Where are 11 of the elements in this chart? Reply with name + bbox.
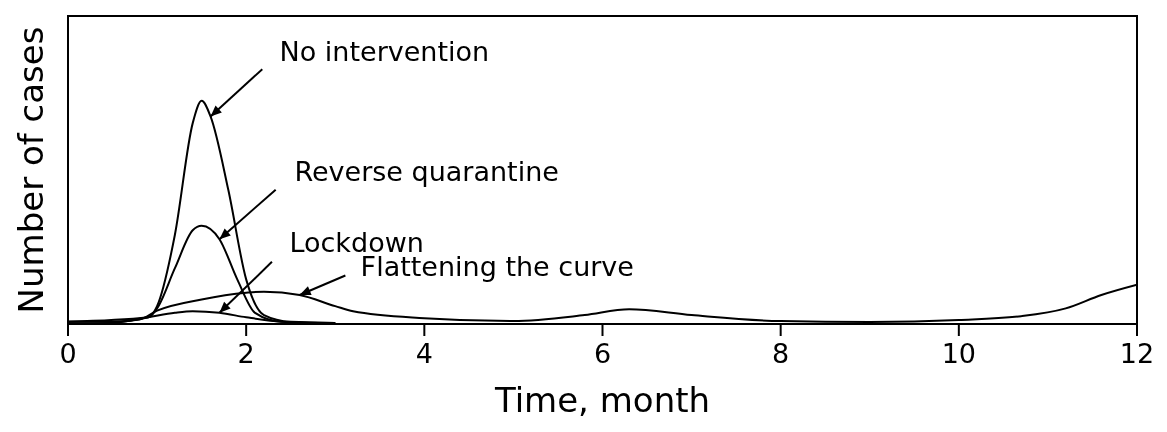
annotation: Reverse quarantine: [294, 155, 559, 187]
x-tick-label: 2: [237, 338, 255, 370]
annotation: No intervention: [279, 35, 490, 67]
x-tick-label: 8: [772, 338, 790, 370]
x-tick-label: 4: [415, 338, 433, 370]
x-tick-label: 12: [1119, 338, 1155, 370]
y-axis-title: Number of cases: [11, 26, 51, 314]
x-tick-label: 10: [941, 338, 977, 370]
x-tick-label: 6: [593, 338, 612, 370]
x-axis-title: Time, month: [493, 380, 711, 420]
x-tick-label: 0: [59, 338, 77, 370]
